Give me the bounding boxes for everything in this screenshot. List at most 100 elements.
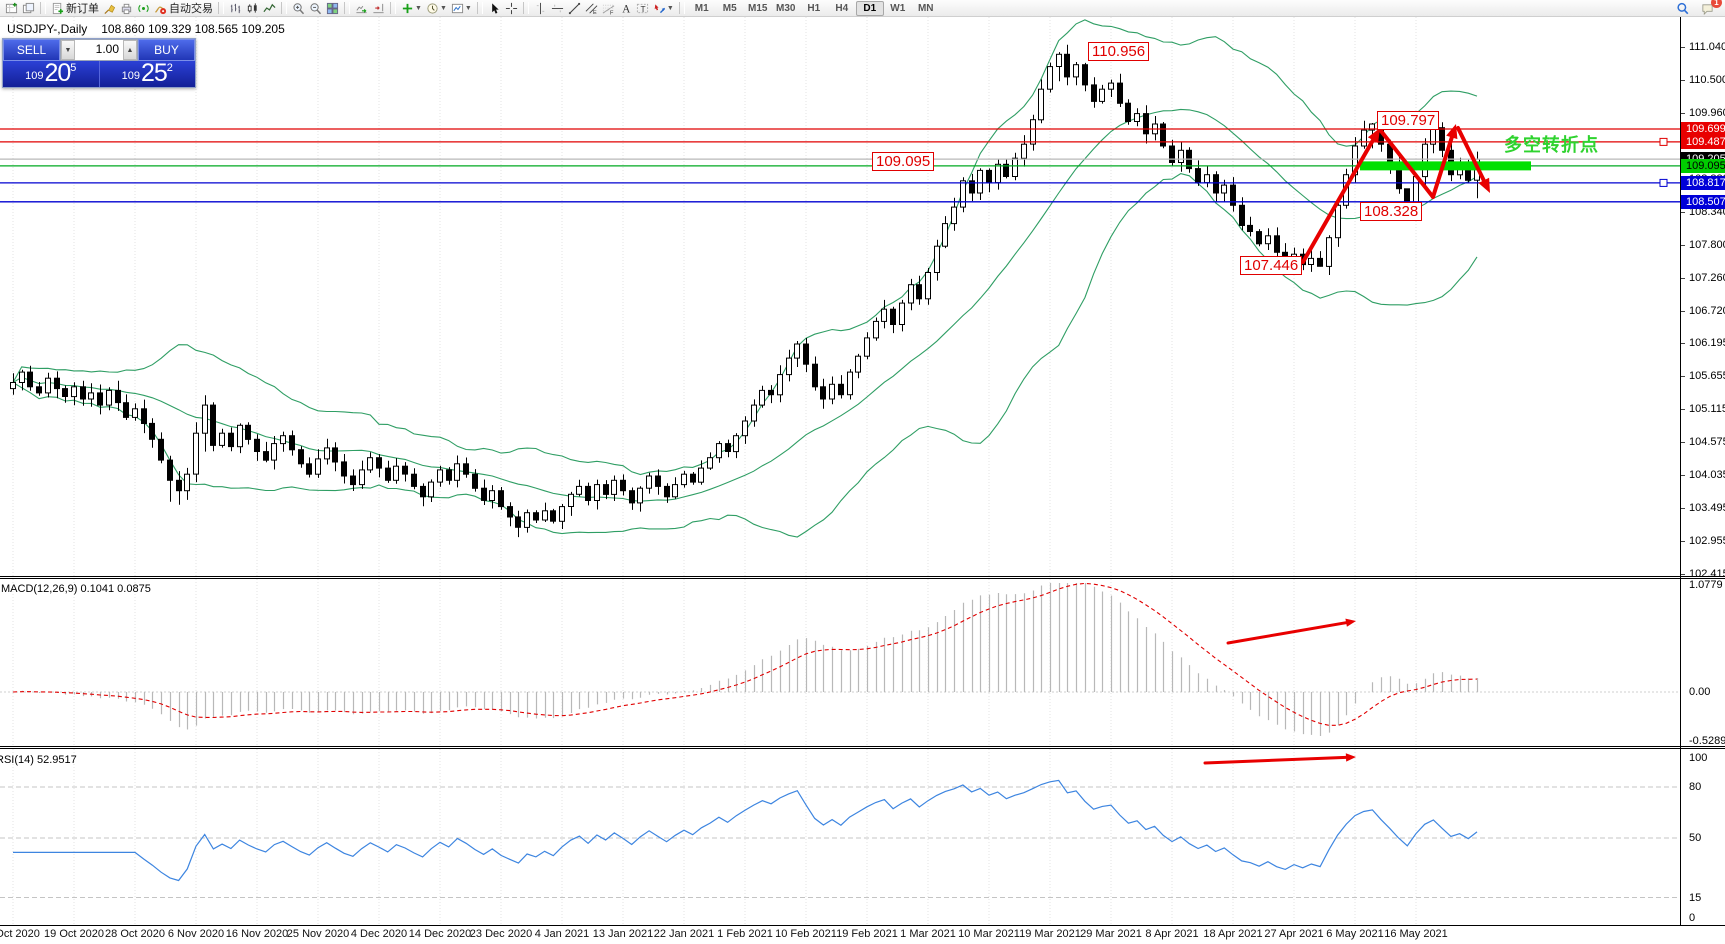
svg-text:A: A [622, 3, 630, 14]
vertical-line-button[interactable] [532, 1, 549, 16]
price-scale-label: 104.035 [1689, 469, 1725, 481]
timeframe-D1-button[interactable]: D1 [855, 0, 884, 16]
print-button[interactable] [118, 1, 135, 16]
price-annotation-box[interactable]: 109.095 [872, 152, 935, 171]
timeframe-H1-button[interactable]: H1 [807, 2, 821, 14]
sell-price[interactable]: 109 20 5 [25, 59, 77, 87]
price-scale-tick [1681, 113, 1685, 114]
volume-increase-button[interactable]: ▲ [123, 40, 137, 60]
chart-window[interactable]: USDJPY-,Daily 108.860 109.329 108.565 109… [0, 17, 1725, 944]
grid-lines [12, 579, 1417, 746]
chart-shift-button[interactable] [370, 1, 387, 16]
turning-point-note[interactable]: 多空转折点 [1504, 135, 1599, 155]
buy-price[interactable]: 109 25 2 [98, 61, 196, 87]
price-scale-label: 105.115 [1689, 403, 1725, 415]
new-order-button[interactable]: 新订单 [49, 1, 101, 16]
candlestick-series[interactable] [10, 44, 1480, 538]
rsi-trend-arrow[interactable] [1203, 753, 1356, 765]
timeframe-M5-button[interactable]: M5 [722, 2, 737, 14]
notifications-button[interactable]: 1 [1699, 0, 1722, 16]
periods-button[interactable]: ▼ [424, 1, 449, 16]
timeframe-MN-button[interactable]: MN [917, 2, 934, 14]
arrows-button[interactable]: ▼ [651, 1, 676, 16]
new-chart-icon [5, 2, 18, 13]
auto-scroll-button[interactable] [353, 1, 370, 16]
line-chart-button[interactable] [261, 1, 278, 16]
price-annotation-box[interactable]: 110.956 [1088, 42, 1150, 61]
svg-text:E: E [593, 10, 597, 15]
volume-decrease-button[interactable]: ▼ [61, 40, 75, 60]
market-sound-button[interactable] [135, 1, 152, 16]
price-scale-tick [1681, 442, 1685, 443]
chart-symbol-period: USDJPY-,Daily [7, 22, 88, 36]
fibonacci-button[interactable]: F [600, 1, 617, 16]
time-scale-label: 23 Dec 2020 [469, 928, 533, 940]
horizontal-level-lines[interactable] [0, 128, 1681, 203]
price-annotation-box[interactable]: 107.446 [1240, 256, 1303, 275]
svg-text:T: T [640, 3, 645, 13]
market-sound-icon [138, 4, 149, 12]
trendline-button[interactable] [566, 1, 583, 16]
sell-button[interactable]: SELL [3, 39, 60, 61]
price-scale-label: 102.415 [1689, 568, 1725, 580]
cursor-button[interactable] [486, 1, 503, 16]
price-scale-tick [1681, 311, 1685, 312]
macd-panel-canvas[interactable] [0, 579, 1681, 746]
macd-trend-arrow[interactable] [1226, 618, 1356, 645]
timeframe-M1-button[interactable]: M1 [694, 2, 709, 14]
templates-button[interactable]: ▼ [449, 1, 474, 16]
one-click-trading-panel: SELL ▼ 1.00 ▲ BUY 109 20 5 109 25 2 [2, 38, 196, 88]
add-indicator-button[interactable]: ▼ [399, 1, 424, 16]
toolbar-separator [678, 2, 685, 14]
timeframe-W1-button[interactable]: W1 [890, 2, 906, 14]
search-button[interactable] [1674, 1, 1691, 16]
autotrading-button[interactable]: 自动交易 [152, 1, 215, 16]
volume-value[interactable]: 1.00 [95, 42, 119, 56]
price-scale-label: 105.655 [1689, 370, 1725, 382]
zoom-out-button[interactable] [307, 1, 324, 16]
dropdown-caret-icon: ▼ [439, 4, 447, 12]
price-scale-tick [1681, 409, 1685, 410]
horizontal-line-button[interactable] [549, 1, 566, 16]
bar-chart-button[interactable] [227, 1, 244, 16]
time-scale-label: 1 Feb 2021 [717, 928, 773, 940]
price-annotation-box[interactable]: 108.328 [1360, 202, 1423, 221]
rsi-scale-label: 100 [1689, 752, 1708, 764]
cleanup-button[interactable] [101, 1, 118, 16]
chart-profiles-button[interactable] [20, 1, 37, 16]
rsi-panel-canvas[interactable] [0, 749, 1681, 925]
time-scale-label: 6 May 2021 [1326, 928, 1384, 940]
equidistant-channel-button[interactable]: E [583, 1, 600, 16]
timeframe-M15-button[interactable]: M15 [748, 2, 768, 14]
price-annotation-box[interactable]: 109.797 [1377, 111, 1440, 130]
rsi-indicator-label: RSI(14) 52.9517 [0, 754, 77, 766]
price-chart-canvas[interactable] [0, 17, 1681, 576]
rsi-scale-label: 80 [1689, 781, 1702, 793]
new-chart-button[interactable] [3, 1, 20, 16]
panel-separator[interactable] [0, 576, 1725, 579]
price-tag: 108.817 [1681, 176, 1725, 190]
tile-windows-button[interactable] [324, 1, 341, 16]
rsi-scale-label: 50 [1689, 832, 1702, 844]
zoom-in-icon [293, 2, 305, 14]
autotrading-label: 自动交易 [169, 3, 213, 15]
time-scale-label: 29 Mar 2021 [1080, 928, 1142, 940]
dropdown-caret-icon: ▼ [666, 4, 674, 12]
buy-button[interactable]: BUY [138, 39, 195, 61]
time-scale-label: 27 Apr 2021 [1264, 928, 1324, 940]
zoom-in-button[interactable] [290, 1, 307, 16]
price-tag: 109.699 [1681, 122, 1725, 136]
candlestick-chart-button[interactable] [244, 1, 261, 16]
trend-arrows[interactable] [1301, 124, 1490, 264]
timeframe-M30-button[interactable]: M30 [776, 2, 796, 14]
crosshair-button[interactable] [503, 1, 520, 16]
timeframe-H4-button[interactable]: H4 [835, 2, 849, 14]
tile-windows-icon [326, 2, 339, 14]
price-tag: 109.095 [1681, 159, 1725, 173]
time-scale-label: 8 Apr 2021 [1145, 928, 1199, 940]
time-scale-label: 19 Feb 2021 [836, 928, 898, 940]
panel-separator[interactable] [0, 746, 1725, 749]
text-label-button[interactable]: T [634, 1, 651, 16]
text-button[interactable]: A [617, 1, 634, 16]
